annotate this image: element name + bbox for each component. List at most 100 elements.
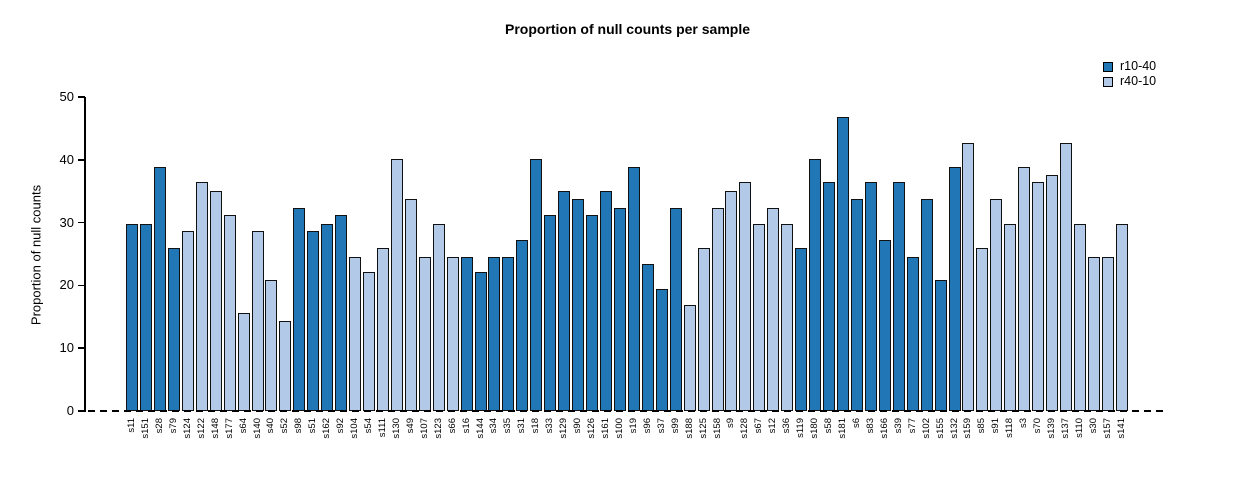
x-tick-label-s70: s70 — [1032, 418, 1044, 434]
y-tick-label-0: 0 — [66, 403, 74, 418]
bar-s92 — [335, 215, 348, 411]
x-tick-label-s28: s28 — [153, 418, 165, 434]
x-tick-label-s36: s36 — [781, 418, 793, 434]
bar-s180 — [809, 158, 822, 411]
bar-s16 — [460, 257, 473, 411]
bar-s6 — [850, 199, 863, 411]
bar-s11 — [126, 223, 138, 411]
y-axis-title: Proportion of null counts — [28, 184, 44, 326]
legend-item-r10-40: r10-40 — [1103, 59, 1156, 74]
x-tick-label-s79: s79 — [167, 418, 179, 434]
bar-s139 — [1046, 174, 1058, 411]
bar-s96 — [641, 264, 654, 411]
bar-s124 — [181, 231, 194, 411]
x-tick-label-s162: s162 — [321, 418, 333, 439]
bar-s110 — [1073, 223, 1086, 411]
bar-s144 — [474, 272, 487, 411]
x-tick-label-s64: s64 — [237, 418, 249, 434]
bar-s36 — [781, 223, 794, 411]
x-tick-label-s161: s161 — [600, 418, 611, 439]
x-tick-label-s119: s119 — [795, 418, 807, 438]
x-tick-label-s144: s144 — [474, 418, 486, 439]
bar-s52 — [279, 321, 292, 411]
bar-s107 — [418, 257, 431, 411]
x-tick-label-s35: s35 — [502, 418, 514, 434]
x-tick-label-s132: s132 — [948, 418, 960, 439]
x-tick-label-s177: s177 — [223, 418, 235, 439]
bar-s19 — [627, 166, 640, 411]
bar-s33 — [544, 215, 557, 411]
bar-s188 — [683, 304, 696, 411]
x-tick-label-s110: s110 — [1073, 418, 1085, 438]
bar-s119 — [795, 248, 808, 411]
bar-s132 — [948, 166, 961, 411]
x-tick-label-s107: s107 — [418, 418, 430, 439]
y-tick-40 — [78, 159, 85, 161]
x-tick-label-s19: s19 — [627, 418, 639, 434]
bar-s31 — [516, 239, 529, 411]
y-tick-30 — [78, 221, 85, 224]
x-tick-label-s40: s40 — [265, 418, 277, 434]
bar-s125 — [697, 248, 710, 411]
x-tick-label-s83: s83 — [864, 418, 876, 434]
x-tick-label-s6: s6 — [850, 418, 862, 429]
x-tick-label-s130: s130 — [390, 418, 402, 439]
x-tick-label-s158: s158 — [711, 418, 723, 439]
bar-s141 — [1115, 223, 1128, 411]
x-tick-label-s122: s122 — [195, 418, 207, 439]
x-tick-label-s151: s151 — [139, 418, 151, 439]
x-tick-label-s148: s148 — [209, 418, 221, 439]
x-tick-label-s91: s91 — [990, 418, 1002, 434]
x-tick-label-s67: s67 — [753, 418, 765, 434]
bar-s3 — [1018, 166, 1031, 411]
x-tick-label-s118: s118 — [1004, 418, 1016, 438]
x-tick-label-s90: s90 — [572, 418, 584, 434]
bar-s9 — [725, 191, 738, 411]
bar-s49 — [404, 198, 417, 411]
legend-item-r40-10: r40-10 — [1103, 74, 1156, 89]
x-tick-label-s92: s92 — [335, 418, 347, 434]
bar-s148 — [209, 191, 222, 411]
x-tick-label-s51: s51 — [307, 418, 319, 434]
x-tick-label-s141: s141 — [1115, 418, 1127, 439]
x-tick-label-s52: s52 — [279, 418, 291, 434]
bar-s151 — [139, 223, 152, 411]
x-tick-label-s34: s34 — [488, 418, 500, 434]
x-tick-label-s181: s181 — [836, 418, 848, 439]
bar-s18 — [530, 158, 543, 411]
zero-baseline-dashed-line — [88, 409, 1168, 412]
bar-s30 — [1087, 257, 1100, 411]
x-tick-label-s54: s54 — [363, 418, 374, 434]
x-tick-label-s137: s137 — [1060, 418, 1071, 439]
bar-s118 — [1004, 223, 1017, 411]
x-tick-label-s85: s85 — [976, 418, 988, 434]
x-tick-label-s157: s157 — [1101, 418, 1113, 439]
x-tick-label-s111: s111 — [376, 418, 388, 438]
bar-s40 — [265, 280, 278, 411]
y-tick-label-30: 30 — [59, 214, 74, 230]
x-tick-label-s98: s98 — [293, 418, 305, 434]
x-tick-label-s9: s9 — [725, 418, 737, 429]
x-tick-label-s129: s129 — [558, 418, 570, 439]
bar-s111 — [376, 248, 389, 411]
bar-s90 — [572, 199, 585, 411]
bar-s137 — [1060, 142, 1072, 411]
x-tick-label-s31: s31 — [516, 418, 528, 434]
x-tick-label-s99: s99 — [669, 418, 681, 434]
bar-s34 — [488, 257, 501, 411]
x-tick-label-s123: s123 — [432, 418, 444, 439]
y-tick-10 — [78, 347, 85, 349]
x-tick-label-s128: s128 — [739, 418, 751, 439]
x-tick-label-s58: s58 — [823, 418, 834, 434]
legend-swatch-r10-40 — [1103, 61, 1113, 72]
y-axis-line — [84, 96, 86, 412]
x-tick-label-s139: s139 — [1046, 418, 1057, 439]
x-tick-label-s126: s126 — [586, 418, 597, 439]
bar-s122 — [195, 182, 208, 411]
x-tick-label-s66: s66 — [446, 418, 458, 434]
bar-s123 — [432, 223, 445, 411]
bar-s64 — [237, 313, 250, 411]
y-tick-label-10: 10 — [59, 340, 74, 356]
bar-s126 — [586, 215, 598, 411]
x-tick-label-s166: s166 — [878, 418, 890, 439]
